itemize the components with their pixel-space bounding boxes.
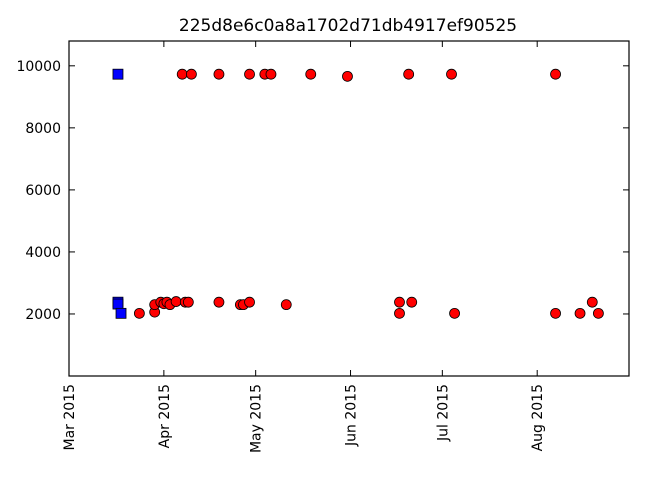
y-tick-label: 10000 xyxy=(16,59,61,75)
x-tick-label: Mar 2015 xyxy=(62,384,78,451)
data-points xyxy=(112,68,604,319)
plot-frame xyxy=(68,40,630,377)
y-tick-label: 2000 xyxy=(25,307,61,323)
circle-point xyxy=(133,307,145,319)
circle-point xyxy=(265,68,277,80)
x-tick-label: Apr 2015 xyxy=(157,384,173,448)
x-axis: Mar 2015 Apr 2015 May 2015 Jun 2015 Jul 2015… xyxy=(62,41,546,453)
circle-point xyxy=(342,70,353,82)
circle-point xyxy=(244,68,255,80)
circle-point xyxy=(186,68,197,80)
square-point xyxy=(112,68,124,80)
circle-point xyxy=(550,307,561,319)
y-tick-label: 4000 xyxy=(25,245,61,261)
circle-point xyxy=(446,68,457,80)
circle-point xyxy=(394,307,405,319)
circle-point xyxy=(244,296,255,308)
circle-point xyxy=(305,68,317,80)
square-point xyxy=(115,307,127,319)
circle-point xyxy=(586,296,598,308)
circle-point xyxy=(592,307,604,319)
circle-point xyxy=(170,296,182,307)
circle-point xyxy=(213,68,225,80)
x-tick-label: Jul 2015 xyxy=(435,384,451,442)
y-tick-label: 6000 xyxy=(25,183,61,199)
y-tick-label: 8000 xyxy=(25,121,61,137)
circle-point xyxy=(406,296,418,308)
circle-point xyxy=(574,307,586,319)
circle-point xyxy=(176,68,188,80)
x-tick-label: Jun 2015 xyxy=(344,384,360,447)
y-axis: 2000 4000 6000 8000 10000 xyxy=(16,59,629,323)
chart-title: 225d8e6c0a8a1702d71db4917ef90525 xyxy=(179,16,517,36)
circle-point xyxy=(394,296,405,308)
circle-point xyxy=(280,299,292,311)
x-tick-label: Aug 2015 xyxy=(530,384,546,451)
circle-point xyxy=(182,296,194,308)
x-tick-label: May 2015 xyxy=(249,384,265,453)
circle-point xyxy=(550,68,561,80)
circle-point xyxy=(403,68,415,80)
circle-point xyxy=(449,307,460,319)
square-point xyxy=(112,298,124,310)
circle-point xyxy=(213,296,225,308)
